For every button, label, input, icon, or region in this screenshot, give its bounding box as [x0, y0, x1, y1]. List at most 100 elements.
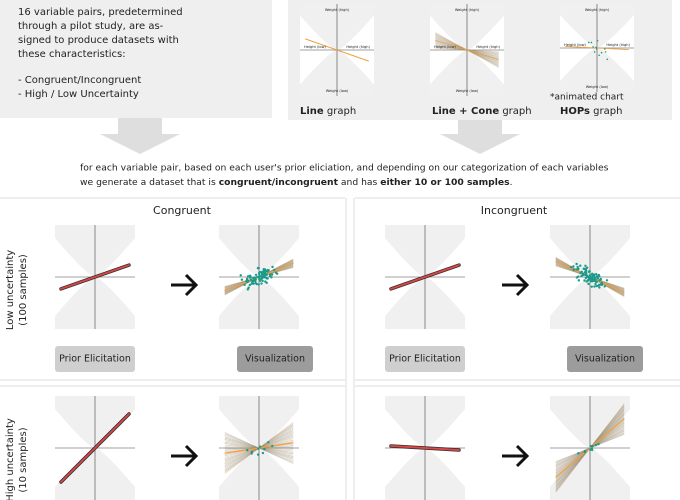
data-dot [603, 48, 606, 50]
axis-label: Weight (low) [326, 89, 349, 93]
data-dot [256, 453, 260, 456]
data-dot [261, 451, 265, 455]
data-dot [259, 275, 263, 278]
axis-label: Weight (low) [456, 89, 479, 93]
data-dot [591, 275, 594, 278]
mini-chart [385, 225, 465, 329]
visualization-button-label: Visualization [575, 354, 635, 365]
data-dot [249, 278, 253, 282]
intro-bullet: - Congruent/Incongruent [18, 75, 141, 86]
data-dot [597, 273, 600, 277]
trend-line [390, 264, 460, 290]
trend-line [565, 46, 629, 50]
data-dot [252, 282, 255, 285]
data-dot [577, 275, 580, 278]
column-title: Incongruent [481, 204, 548, 217]
description-part: either 10 or 100 samples [380, 177, 510, 188]
data-dot [262, 270, 265, 274]
data-dot [259, 277, 263, 280]
visualization-button-label: Visualization [245, 354, 305, 365]
data-dot [600, 282, 603, 285]
data-dot [254, 279, 257, 283]
data-dot [582, 267, 585, 270]
data-dot [267, 441, 270, 444]
data-dot [252, 276, 255, 280]
description-part: we generate a dataset that is [80, 177, 219, 188]
data-dot [265, 273, 268, 277]
prior-button-label: Prior Elicitation [59, 354, 131, 365]
data-dot [590, 447, 594, 450]
data-dot [590, 273, 593, 276]
data-dot [254, 281, 257, 285]
data-dot [257, 283, 260, 286]
data-dot [585, 272, 588, 275]
data-dot [598, 54, 600, 57]
data-dot [256, 266, 260, 270]
data-dot [257, 275, 261, 279]
data-dot [584, 276, 588, 280]
mini-chart: Weight (high) Weight (low) Height (low) Hei… [300, 4, 374, 96]
axis-label: Height (high) [346, 45, 370, 49]
data-dot [595, 46, 597, 49]
description-part: congruent/incongruent [219, 177, 339, 188]
data-dot [595, 284, 598, 288]
data-dot [263, 268, 267, 271]
visualization-button [567, 346, 643, 372]
data-dot [256, 275, 259, 279]
down-arrow [440, 120, 520, 154]
data-dot [594, 280, 598, 283]
graph-caption: HOPs graph [560, 106, 622, 117]
data-dot [579, 264, 582, 267]
data-dot [265, 277, 268, 280]
description: for each variable pair, based on each us… [80, 163, 609, 174]
data-dot [577, 279, 581, 282]
data-dot [595, 275, 599, 278]
data-dot [240, 278, 244, 281]
data-dot [258, 445, 262, 448]
graph-caption-rest: graph [590, 106, 622, 117]
data-dot [588, 274, 591, 277]
data-dot [263, 447, 266, 451]
data-dot [254, 273, 258, 277]
data-dot [272, 268, 276, 272]
prior-button-label: Prior Elicitation [389, 354, 461, 365]
graph-caption: Line graph [300, 106, 356, 117]
description: we generate a dataset that is congruent/… [80, 177, 513, 188]
data-dot [585, 274, 588, 277]
graph-caption-bold: Line [300, 106, 324, 117]
mini-chart: Weight (high) Weight (low) Height (low) Hei… [560, 4, 634, 92]
data-dot [589, 444, 593, 448]
data-dot [589, 448, 592, 451]
axis-label: Height (low) [564, 43, 587, 47]
data-dot [239, 274, 242, 277]
data-dot [592, 279, 596, 283]
data-dot [599, 278, 602, 281]
data-dot [257, 447, 260, 450]
axis-label: Height (low) [434, 45, 457, 49]
data-dot [593, 285, 596, 288]
data-dot [271, 265, 274, 269]
visualization-button [237, 346, 313, 372]
data-dot [595, 48, 598, 50]
trend-line [555, 418, 625, 478]
data-dot [584, 264, 587, 267]
mini-chart [219, 225, 299, 329]
data-dot [262, 276, 265, 279]
data-dot [243, 283, 246, 287]
data-dot [592, 46, 594, 48]
data-dot [584, 270, 587, 273]
mini-chart: Weight (high) Weight (low) Height (low) Hei… [430, 4, 504, 96]
mini-chart [55, 225, 135, 329]
data-dot [588, 277, 591, 281]
data-dot [576, 265, 579, 269]
data-dot [583, 279, 586, 282]
column-title: Congruent [153, 204, 212, 217]
data-dot [245, 280, 249, 284]
data-dot [581, 273, 585, 277]
data-dot [258, 279, 262, 282]
trend-line [435, 40, 499, 60]
row-label: Low uncertainty [5, 250, 16, 330]
data-dot [594, 272, 598, 276]
data-dot [575, 262, 578, 266]
